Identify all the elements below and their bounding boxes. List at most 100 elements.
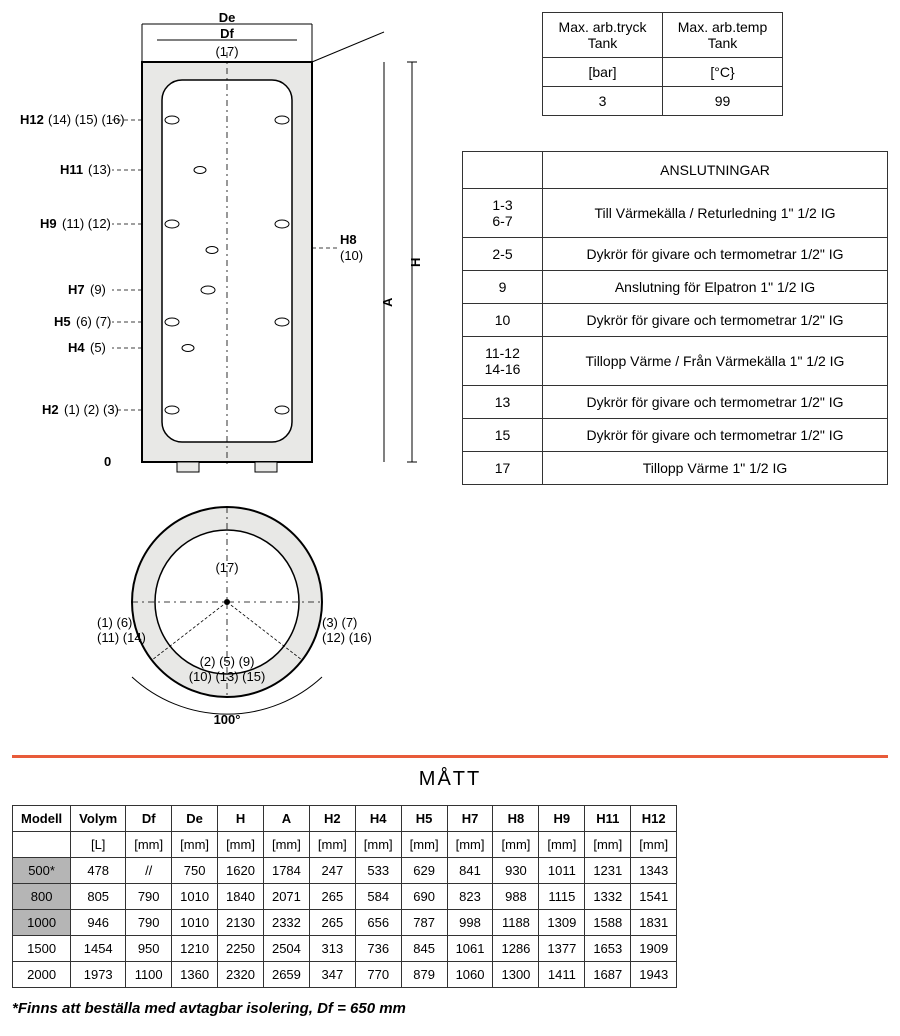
dim-cell: 1286 [493, 936, 539, 962]
dim-cell: 500* [13, 858, 71, 884]
dim-col-unit: [mm] [631, 832, 677, 858]
dim-cell: 1061 [447, 936, 493, 962]
conn-desc: Dykrör för givare och termometrar 1/2" I… [543, 419, 888, 452]
svg-text:Df: Df [220, 26, 234, 41]
svg-text:(10) (13) (15): (10) (13) (15) [189, 669, 266, 684]
dim-cell: 347 [309, 962, 355, 988]
conn-desc: Dykrör för givare och termometrar 1/2" I… [543, 386, 888, 419]
dim-cell: 313 [309, 936, 355, 962]
svg-text:(12) (16): (12) (16) [322, 630, 372, 645]
dim-cell: 2504 [263, 936, 309, 962]
dim-cell: 1011 [539, 858, 585, 884]
conn-id: 13 [463, 386, 543, 419]
svg-text:(11) (12): (11) (12) [62, 216, 111, 231]
dim-col-header: H9 [539, 806, 585, 832]
dim-col-header: H7 [447, 806, 493, 832]
svg-text:100°: 100° [214, 712, 241, 727]
spec-unit-temp: [°C} [663, 58, 783, 87]
dim-col-unit: [mm] [218, 832, 264, 858]
dim-cell: 1010 [172, 884, 218, 910]
dim-cell: 1840 [218, 884, 264, 910]
dim-cell: 2332 [263, 910, 309, 936]
dim-cell: 1454 [71, 936, 126, 962]
dim-col-header: H8 [493, 806, 539, 832]
svg-text:(17): (17) [215, 560, 238, 575]
svg-text:(9): (9) [90, 282, 106, 297]
dim-cell: 265 [309, 884, 355, 910]
svg-text:(3) (7): (3) (7) [322, 615, 357, 630]
dim-col-header: A [263, 806, 309, 832]
conn-id: 1-36-7 [463, 189, 543, 238]
footnote: *Finns att beställa med avtagbar isoleri… [12, 1000, 888, 1017]
dim-cell: 770 [355, 962, 401, 988]
svg-text:De: De [219, 12, 236, 25]
dim-cell: 750 [172, 858, 218, 884]
conn-desc: Anslutning för Elpatron 1" 1/2 IG [543, 271, 888, 304]
dimensions-table: ModellVolymDfDeHAH2H4H5H7H8H9H11H12 [L][… [12, 805, 677, 988]
dim-cell: 2320 [218, 962, 264, 988]
dim-cell: 790 [126, 884, 172, 910]
dim-cell: 690 [401, 884, 447, 910]
dim-col-unit: [mm] [126, 832, 172, 858]
dim-col-header: H11 [585, 806, 631, 832]
dim-cell: 1620 [218, 858, 264, 884]
dim-cell: 1210 [172, 936, 218, 962]
svg-text:H9: H9 [40, 216, 57, 231]
svg-text:0: 0 [104, 454, 111, 469]
dim-cell: 1500 [13, 936, 71, 962]
dim-col-header: Volym [71, 806, 126, 832]
dim-cell: 247 [309, 858, 355, 884]
connections-table: ANSLUTNINGAR 1-36-7Till Värmekälla / Ret… [462, 151, 888, 485]
svg-text:H8: H8 [340, 232, 357, 247]
conn-id: 2-5 [463, 238, 543, 271]
dim-cell: 265 [309, 910, 355, 936]
dim-col-unit: [mm] [493, 832, 539, 858]
dim-col-unit [13, 832, 71, 858]
spec-header-temp: Max. arb.temp Tank [663, 13, 783, 58]
conn-desc: Dykrör för givare och termometrar 1/2" I… [543, 238, 888, 271]
conn-id: 10 [463, 304, 543, 337]
dim-cell: 656 [355, 910, 401, 936]
dim-col-header: H4 [355, 806, 401, 832]
spec-header-pressure: Max. arb.tryck Tank [543, 13, 663, 58]
dim-cell: 584 [355, 884, 401, 910]
dim-col-header: Df [126, 806, 172, 832]
dim-col-unit: [L] [71, 832, 126, 858]
dim-col-unit: [mm] [263, 832, 309, 858]
dim-cell: 1411 [539, 962, 585, 988]
dim-cell: 736 [355, 936, 401, 962]
svg-text:H2: H2 [42, 402, 59, 417]
dim-cell: 1831 [631, 910, 677, 936]
conn-id: 11-1214-16 [463, 337, 543, 386]
conn-desc: Tillopp Värme / Från Värmekälla 1" 1/2 I… [543, 337, 888, 386]
dim-cell: 1332 [585, 884, 631, 910]
dim-cell: 1653 [585, 936, 631, 962]
dim-cell: 946 [71, 910, 126, 936]
dim-col-unit: [mm] [401, 832, 447, 858]
dim-cell: 988 [493, 884, 539, 910]
dim-cell: 1188 [493, 910, 539, 936]
dim-cell: 2000 [13, 962, 71, 988]
spec-table: Max. arb.tryck Tank Max. arb.temp Tank [… [542, 12, 783, 116]
svg-text:(14) (15) (16): (14) (15) (16) [48, 112, 125, 127]
conn-desc: Dykrör för givare och termometrar 1/2" I… [543, 304, 888, 337]
dim-cell: 1060 [447, 962, 493, 988]
dim-cell: 998 [447, 910, 493, 936]
conn-id: 15 [463, 419, 543, 452]
dim-cell: 1100 [126, 962, 172, 988]
dim-cell: 1973 [71, 962, 126, 988]
dim-cell: 841 [447, 858, 493, 884]
dim-cell: 1588 [585, 910, 631, 936]
dim-col-header: H [218, 806, 264, 832]
dim-cell: 1943 [631, 962, 677, 988]
dim-cell: 2250 [218, 936, 264, 962]
conn-desc: Tillopp Värme 1" 1/2 IG [543, 452, 888, 485]
dim-cell: // [126, 858, 172, 884]
svg-text:(1) (6): (1) (6) [97, 615, 132, 630]
spec-value-temp: 99 [663, 87, 783, 116]
svg-text:H7: H7 [68, 282, 85, 297]
conn-blank [463, 152, 543, 189]
svg-text:H11: H11 [60, 162, 83, 177]
svg-text:H12: H12 [20, 112, 44, 127]
dim-col-header: H2 [309, 806, 355, 832]
